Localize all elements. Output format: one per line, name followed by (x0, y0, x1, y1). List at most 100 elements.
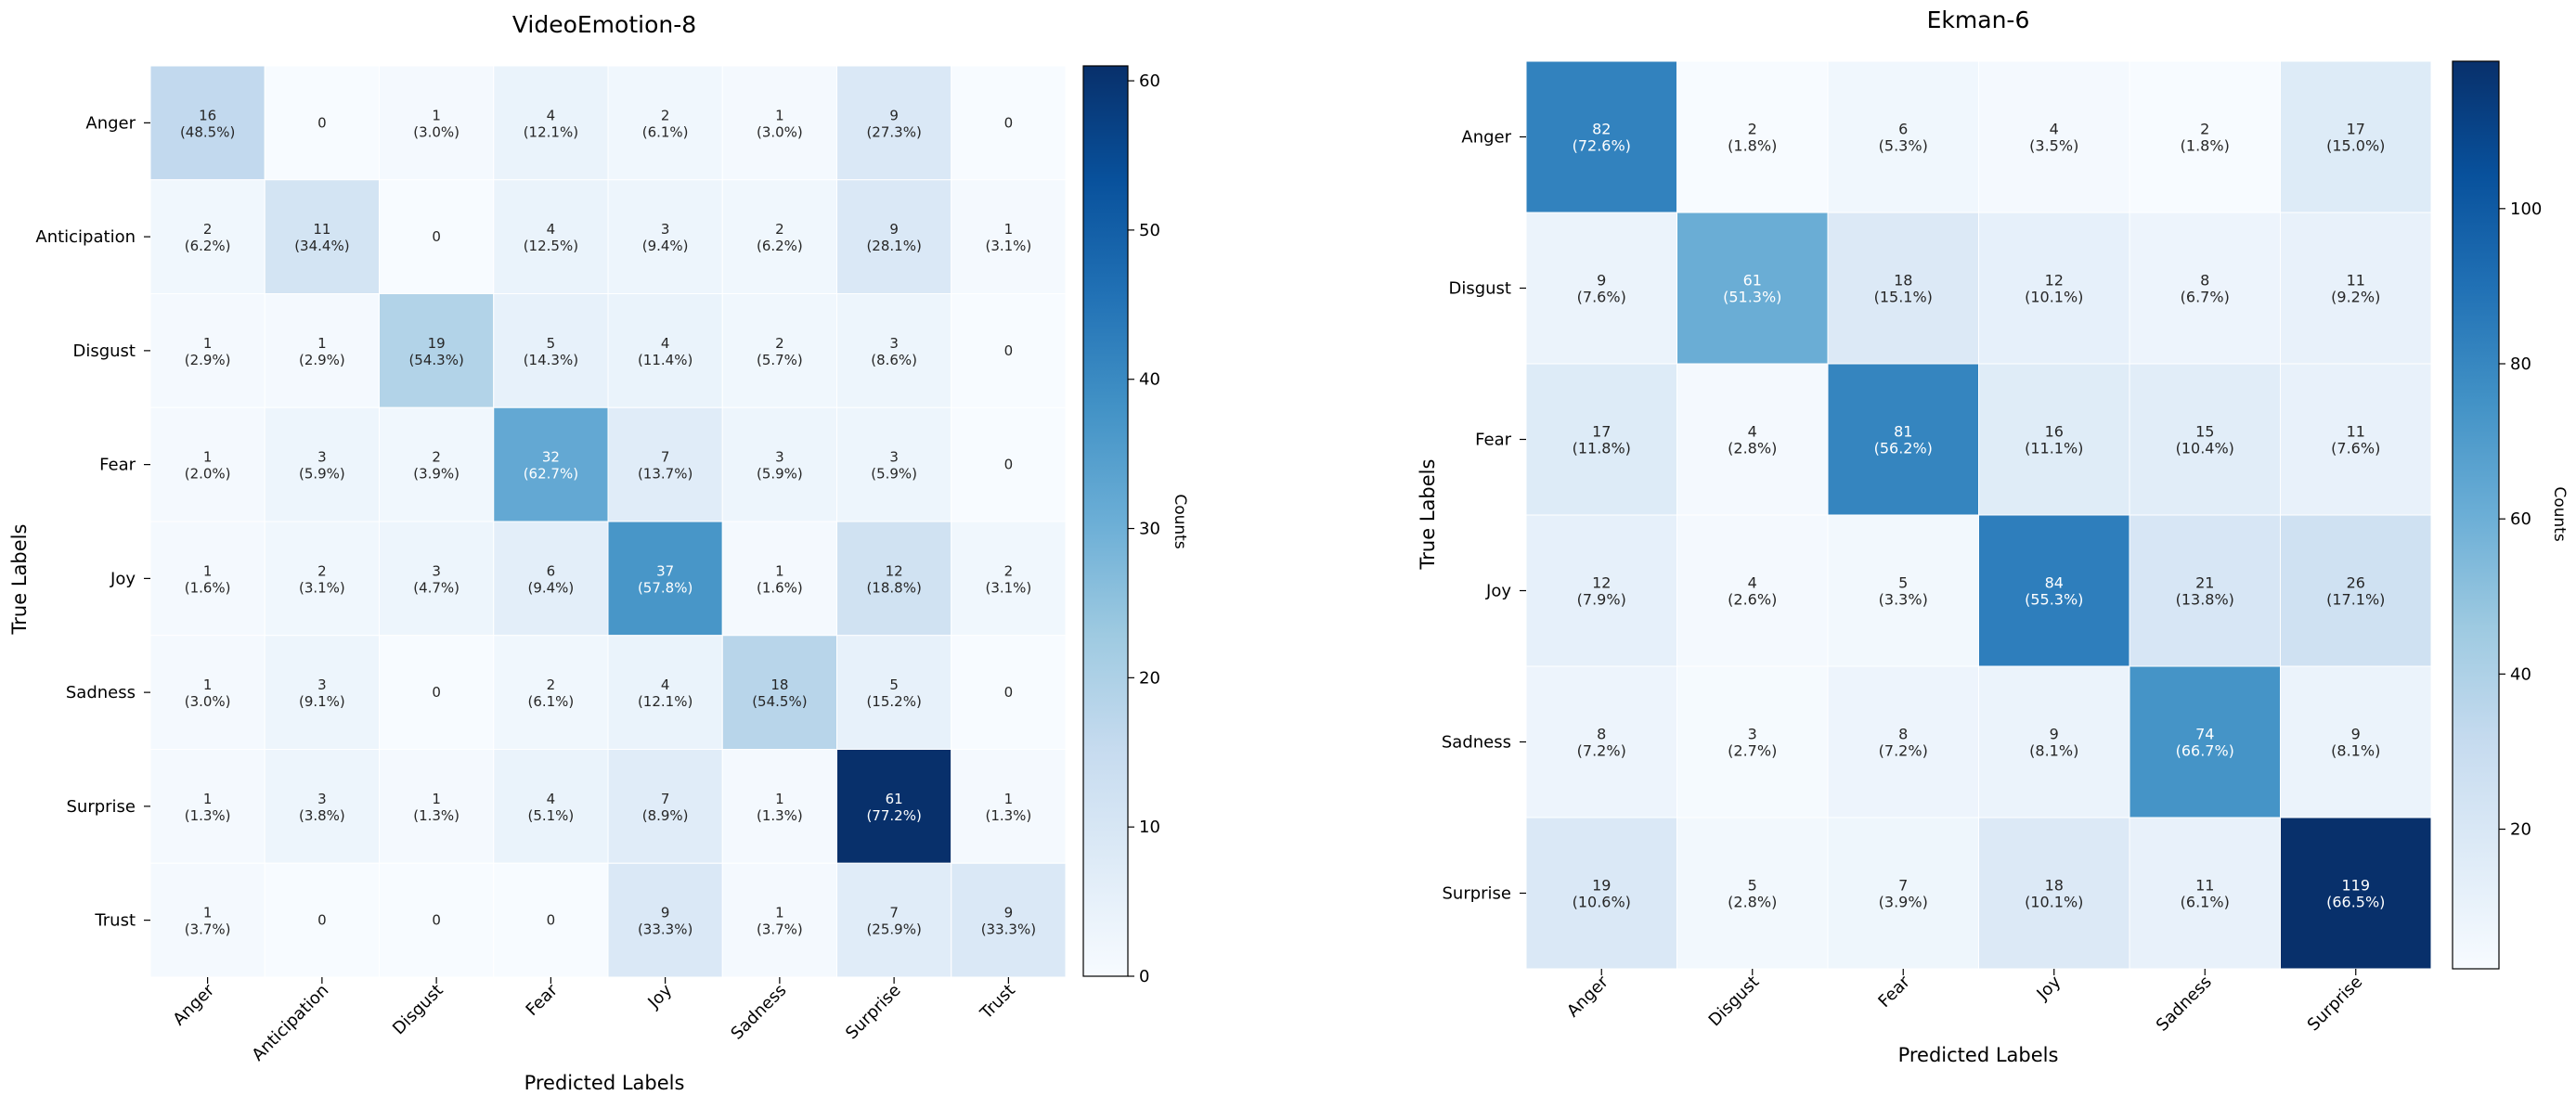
heatmap-cell (2280, 60, 2432, 213)
cell-percent-label: (8.6%) (871, 352, 917, 368)
cell-count-label: 1 (432, 791, 441, 807)
heatmap-cells: 16(48.5%)0 1(3.0%)4(12.1%)2(6.1%)1(3.0%)9… (149, 65, 1067, 978)
y-tick-label: Surprise (1442, 884, 1511, 904)
x-tick-label: Fear (1874, 972, 1914, 1011)
heatmap-cell (379, 862, 495, 978)
cell-count-label: 3 (889, 335, 899, 352)
cell-count-label: 19 (1592, 877, 1611, 895)
colorbar-tick-label: 40 (2510, 664, 2531, 684)
cell-count-label: 4 (2050, 121, 2059, 138)
cell-count-label: 2 (432, 449, 441, 466)
cell-count-label: 84 (2045, 574, 2064, 592)
y-tick-label: Joy (1485, 582, 1511, 601)
cell-percent-label: (55.3%) (2025, 591, 2083, 609)
cell-count-label: 2 (1748, 121, 1757, 138)
cell-count-label: 0 (1004, 457, 1014, 473)
cell-count-label: 5 (889, 676, 899, 693)
cell-count-label: 9 (2050, 726, 2059, 743)
x-tick-labels: Anger Disgust Fear Joy Sadness Surprise (1563, 969, 2366, 1036)
cell-count-label: 0 (432, 684, 441, 701)
cell-count-label: 1 (203, 449, 213, 466)
cell-count-label: 16 (2045, 423, 2064, 441)
cell-count-label: 9 (889, 107, 899, 123)
heatmap-cell (493, 293, 609, 408)
cell-count-label: 4 (661, 676, 670, 693)
cell-count-label: 2 (203, 221, 213, 238)
heatmap-cell (607, 406, 723, 522)
cell-count-label: 61 (886, 791, 903, 807)
heatmap-cell (836, 521, 952, 637)
cell-percent-label: (33.3%) (638, 921, 693, 938)
cell-percent-label: (54.3%) (408, 352, 463, 368)
heatmap-cell (149, 406, 265, 522)
heatmap-cell (1525, 665, 1677, 818)
cell-count-label: 7 (889, 905, 899, 921)
cell-count-label: 37 (656, 562, 674, 579)
cell-percent-label: (7.6%) (1577, 289, 1626, 306)
heatmap-cell (607, 179, 723, 294)
cell-count-label: 3 (432, 562, 441, 579)
cell-count-label: 0 (317, 114, 327, 131)
cell-percent-label: (8.9%) (642, 807, 689, 824)
colorbar-label: Counts (2550, 486, 2569, 541)
cell-percent-label: (6.7%) (2181, 289, 2230, 306)
cell-percent-label: (2.6%) (1728, 591, 1777, 609)
cell-count-label: 12 (886, 562, 903, 579)
cell-count-label: 2 (661, 107, 670, 123)
heatmap-cell (2129, 60, 2281, 213)
cell-count-label: 3 (317, 791, 327, 807)
heatmap-cell (2280, 363, 2432, 516)
heatmap-cell (1827, 665, 1979, 818)
x-tick-label: Sadness (727, 981, 790, 1044)
x-axis-label: Predicted Labels (1898, 1044, 2059, 1066)
colorbar-tick-label: 60 (1139, 71, 1160, 91)
cell-percent-label: (3.9%) (1879, 894, 1928, 911)
x-tick-label: Anger (169, 980, 218, 1029)
cell-count-label: 16 (199, 107, 216, 123)
cell-percent-label: (4.7%) (413, 579, 460, 596)
cell-count-label: 4 (547, 107, 556, 123)
cell-count-label: 11 (2347, 272, 2365, 290)
heatmap-cell (836, 635, 952, 750)
colorbar-tick-label: 100 (2510, 200, 2542, 219)
cell-percent-label: (7.2%) (1879, 742, 1928, 760)
cell-percent-label: (11.1%) (2025, 440, 2083, 457)
y-tick-label: Anger (1461, 128, 1511, 148)
cell-percent-label: (18.8%) (866, 579, 921, 596)
cell-count-label: 1 (775, 107, 784, 123)
cell-percent-label: (10.1%) (2025, 289, 2083, 306)
heatmap-cell (721, 293, 837, 408)
cell-count-label: 7 (661, 449, 670, 466)
heatmap-cell (607, 521, 723, 637)
heatmap-cell (951, 749, 1067, 864)
heatmap-cell (951, 179, 1067, 294)
heatmap-cell (607, 862, 723, 978)
cell-count-label: 11 (2347, 423, 2365, 441)
y-tick-label: Fear (1475, 431, 1511, 450)
cell-percent-label: (54.5%) (752, 693, 807, 710)
cell-count-label: 11 (313, 221, 330, 238)
heatmap-cell (2280, 817, 2432, 970)
heatmap-cell (1978, 212, 2130, 365)
cell-count-label: 3 (317, 449, 327, 466)
cell-percent-label: (5.7%) (757, 352, 803, 368)
colorbar-tick-label: 40 (1139, 370, 1160, 390)
cell-count-label: 0 (1004, 114, 1014, 131)
cell-percent-label: (3.7%) (757, 921, 803, 938)
cell-percent-label: (3.1%) (985, 579, 1031, 596)
heatmap-cell (2280, 665, 2432, 818)
cell-percent-label: (12.5%) (524, 238, 578, 254)
cell-count-label: 1 (203, 791, 213, 807)
y-tick-label: Joy (110, 569, 136, 588)
heatmap-cell (264, 749, 380, 864)
y-tick-label: Anticipation (35, 227, 136, 247)
cell-count-label: 0 (317, 912, 327, 929)
cell-count-label: 12 (1592, 574, 1611, 592)
x-tick-label: Surprise (2304, 973, 2367, 1036)
cell-count-label: 3 (889, 449, 899, 466)
cell-percent-label: (1.3%) (985, 807, 1031, 824)
x-tick-label: Surprise (842, 981, 905, 1044)
cell-count-label: 4 (1748, 574, 1757, 592)
cell-count-label: 1 (203, 562, 213, 579)
